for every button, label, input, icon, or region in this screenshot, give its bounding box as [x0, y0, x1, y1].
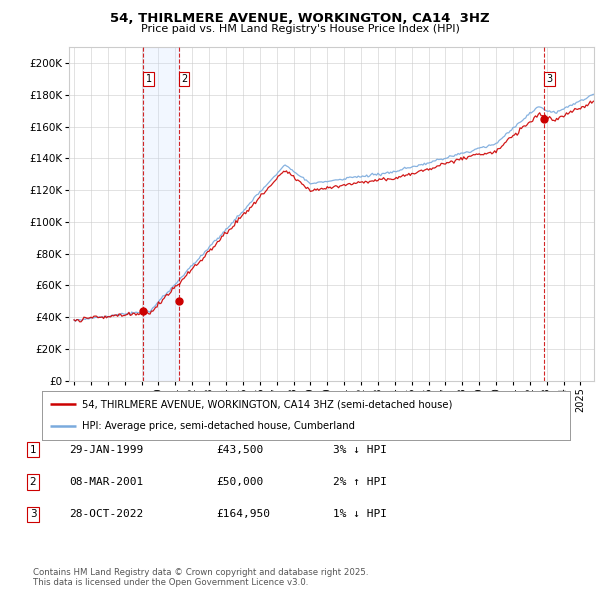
Text: 29-JAN-1999: 29-JAN-1999 [69, 445, 143, 454]
Text: Price paid vs. HM Land Registry's House Price Index (HPI): Price paid vs. HM Land Registry's House … [140, 24, 460, 34]
Text: 1% ↓ HPI: 1% ↓ HPI [333, 510, 387, 519]
Text: £50,000: £50,000 [216, 477, 263, 487]
Bar [143, 47, 179, 381]
Text: 2% ↑ HPI: 2% ↑ HPI [333, 477, 387, 487]
Text: HPI: Average price, semi-detached house, Cumberland: HPI: Average price, semi-detached house,… [82, 421, 355, 431]
Text: 2: 2 [29, 477, 37, 487]
Text: 54, THIRLMERE AVENUE, WORKINGTON, CA14 3HZ (semi-detached house): 54, THIRLMERE AVENUE, WORKINGTON, CA14 3… [82, 399, 452, 409]
Text: 2: 2 [181, 74, 187, 84]
Text: 54, THIRLMERE AVENUE, WORKINGTON, CA14  3HZ: 54, THIRLMERE AVENUE, WORKINGTON, CA14 3… [110, 12, 490, 25]
Text: 1: 1 [29, 445, 37, 454]
Text: £43,500: £43,500 [216, 445, 263, 454]
Text: 3% ↓ HPI: 3% ↓ HPI [333, 445, 387, 454]
Text: 1: 1 [145, 74, 152, 84]
Text: 3: 3 [29, 510, 37, 519]
Text: 08-MAR-2001: 08-MAR-2001 [69, 477, 143, 487]
Text: £164,950: £164,950 [216, 510, 270, 519]
Text: 3: 3 [547, 74, 553, 84]
Text: 28-OCT-2022: 28-OCT-2022 [69, 510, 143, 519]
Text: Contains HM Land Registry data © Crown copyright and database right 2025.
This d: Contains HM Land Registry data © Crown c… [33, 568, 368, 587]
